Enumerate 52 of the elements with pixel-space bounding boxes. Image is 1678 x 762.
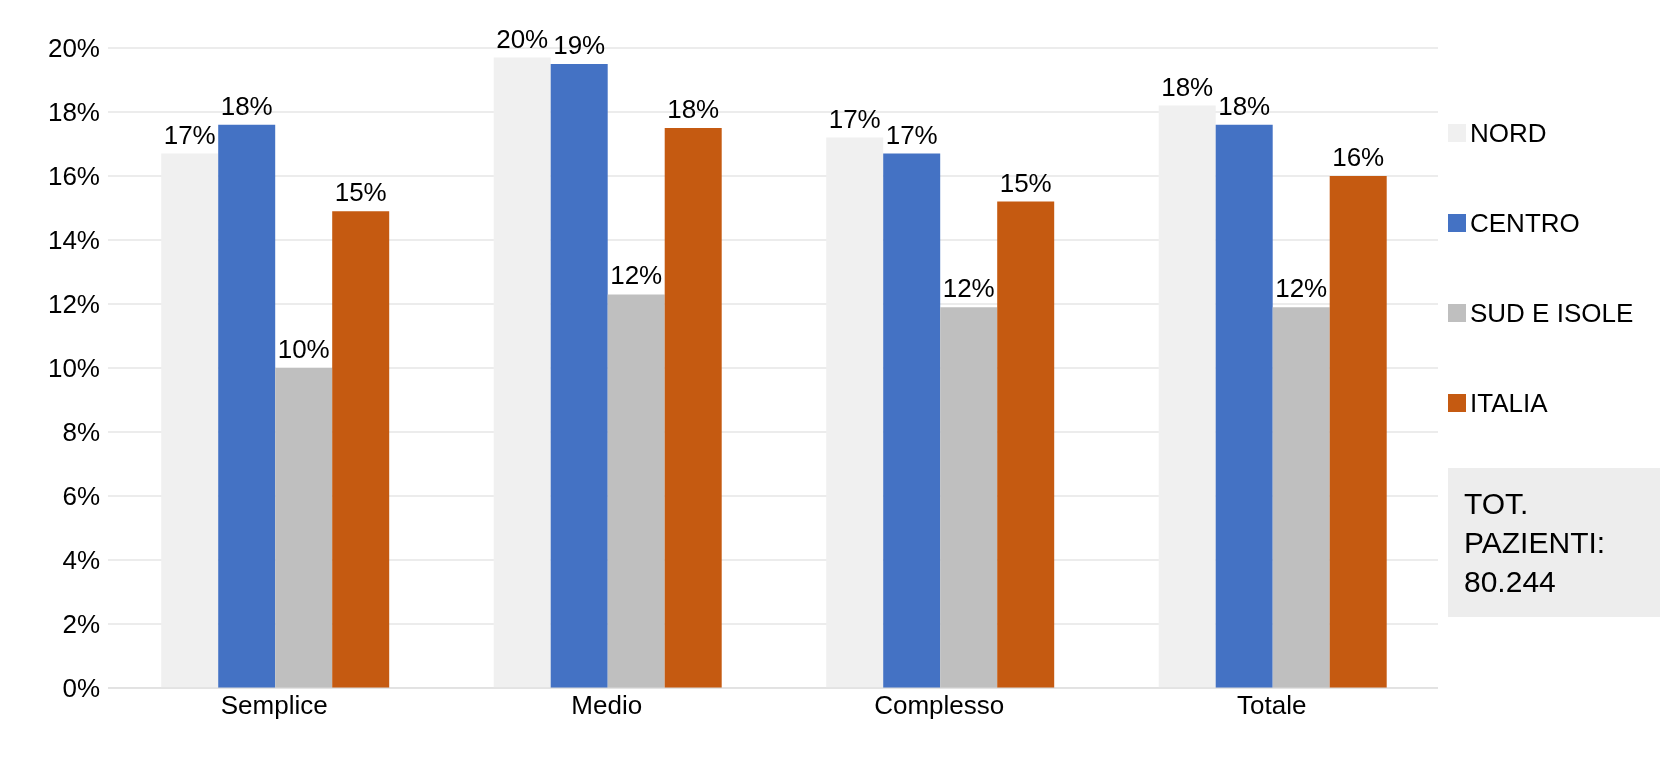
data-label: 18% bbox=[1218, 90, 1271, 121]
bar bbox=[826, 137, 884, 688]
bar bbox=[218, 124, 276, 688]
bar bbox=[493, 57, 551, 688]
data-label: 19% bbox=[553, 30, 606, 60]
data-label: 17% bbox=[163, 119, 216, 150]
y-tick-label: 18% bbox=[47, 97, 100, 128]
bar bbox=[607, 294, 665, 688]
y-tick-label: 20% bbox=[47, 33, 100, 64]
bar bbox=[664, 128, 722, 688]
data-label: 12% bbox=[942, 273, 995, 304]
data-label: 12% bbox=[1275, 273, 1328, 304]
y-tick-label: 8% bbox=[62, 417, 100, 448]
bar bbox=[1272, 307, 1330, 688]
bar bbox=[940, 307, 998, 688]
data-label: 18% bbox=[667, 94, 720, 124]
legend-label: NORD bbox=[1470, 117, 1547, 149]
text: TOT. PAZIENTI: 80.244 bbox=[1448, 468, 1660, 617]
data-label: 15% bbox=[999, 167, 1052, 198]
y-tick-label: 10% bbox=[47, 353, 100, 384]
legend-label: SUD E ISOLE bbox=[1470, 297, 1634, 329]
data-label: 17% bbox=[828, 103, 881, 134]
y-tick-label: 16% bbox=[47, 161, 100, 192]
data-label: 10% bbox=[277, 334, 330, 364]
bar bbox=[997, 201, 1055, 688]
x-tick-label: Complesso bbox=[874, 690, 1005, 721]
x-tick-label: Semplice bbox=[220, 690, 328, 721]
y-tick-label: 14% bbox=[47, 225, 100, 256]
bar bbox=[275, 368, 333, 688]
y-tick-label: 6% bbox=[62, 481, 100, 512]
bar bbox=[550, 64, 608, 688]
data-label: 20% bbox=[496, 23, 549, 54]
x-tick-label: Totale bbox=[1237, 690, 1307, 721]
bar bbox=[883, 153, 941, 688]
data-label: 17% bbox=[885, 119, 938, 150]
bar bbox=[1329, 176, 1387, 688]
legend-label: ITALIA bbox=[1470, 387, 1548, 419]
bar bbox=[332, 211, 390, 688]
bar bbox=[1158, 105, 1216, 688]
data-label: 18% bbox=[1161, 71, 1214, 102]
bar bbox=[1215, 124, 1273, 688]
y-tick-label: 2% bbox=[62, 609, 100, 640]
data-label: 16% bbox=[1332, 142, 1385, 172]
y-tick-label: 0% bbox=[62, 673, 100, 704]
data-label: 12% bbox=[610, 260, 663, 291]
y-tick-label: 4% bbox=[62, 545, 100, 576]
data-label: 18% bbox=[220, 90, 273, 121]
bar bbox=[161, 153, 219, 688]
legend-label: CENTRO bbox=[1470, 207, 1580, 239]
data-label: 15% bbox=[334, 177, 387, 208]
x-tick-label: Medio bbox=[571, 690, 643, 721]
y-tick-label: 12% bbox=[47, 289, 100, 320]
